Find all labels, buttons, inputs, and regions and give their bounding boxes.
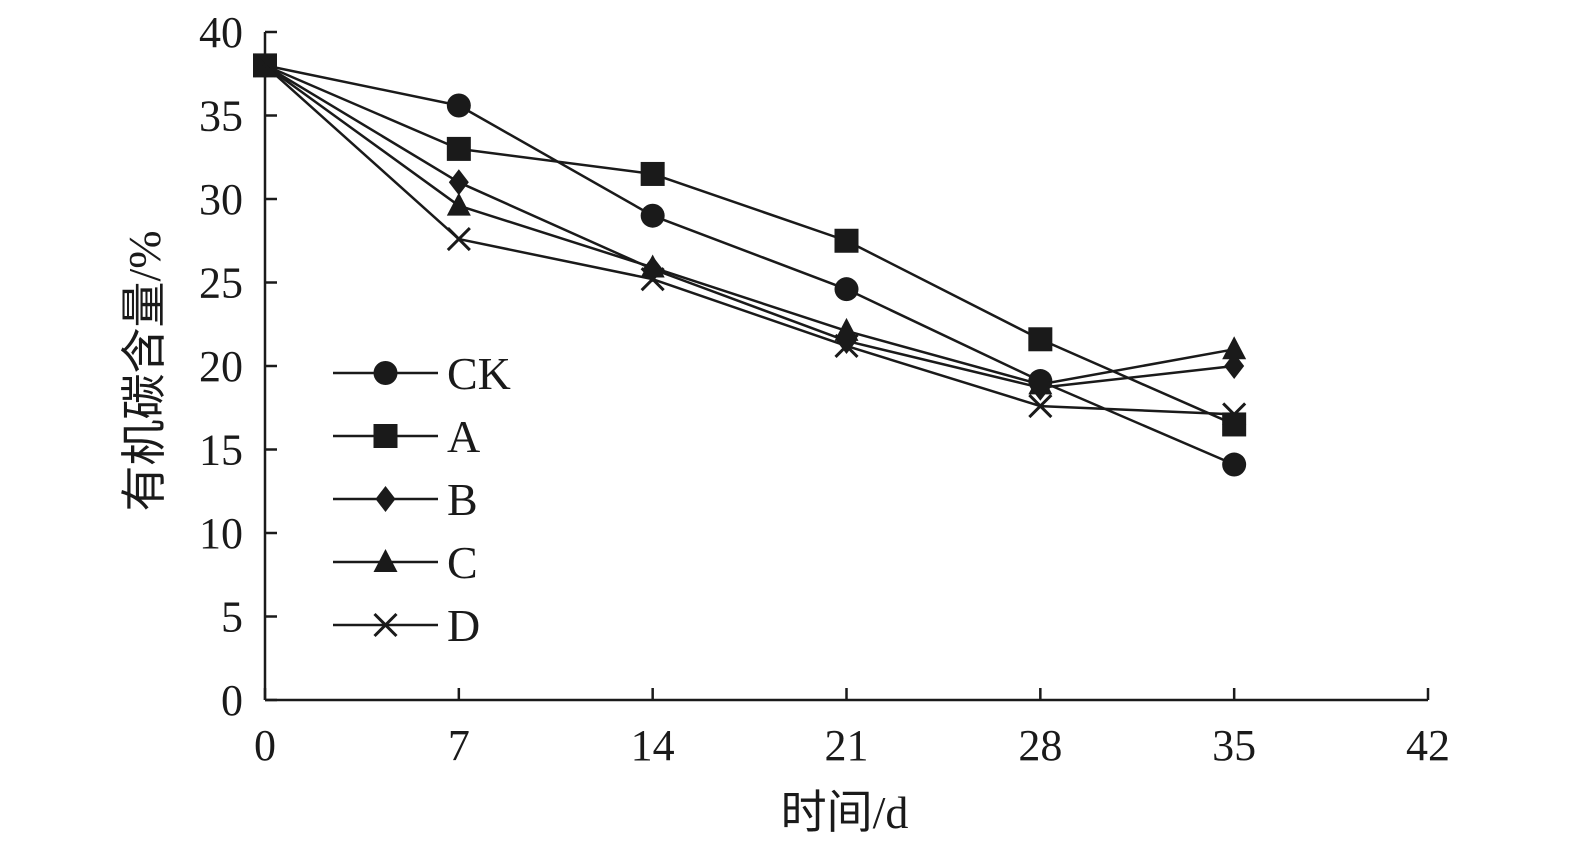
cross-stroke [834, 333, 859, 359]
cross-stroke [446, 227, 471, 252]
point-c [1028, 371, 1053, 395]
y-tick-label: 5 [221, 593, 243, 642]
point-a [640, 161, 665, 186]
series-line-a [264, 64, 1235, 426]
y-tick-label: 20 [199, 342, 243, 391]
y-tick-label: 30 [199, 175, 243, 224]
axes: 0 5 10 15 20 25 30 35 40 0 7 14 21 28 35 42 [199, 8, 1450, 770]
y-tick-label: 35 [199, 92, 243, 141]
x-tick-label: 7 [448, 721, 470, 770]
point-ck [834, 277, 859, 302]
legend-item-d: D [333, 600, 480, 651]
point-d [1222, 402, 1247, 427]
point-d [446, 227, 471, 252]
cross-stroke [373, 612, 398, 638]
series-b [255, 52, 1245, 401]
series-line-c [264, 64, 1235, 386]
series-line-ck [264, 64, 1235, 466]
cross-stroke [640, 267, 665, 292]
point-c [1222, 336, 1247, 360]
point-a [1028, 327, 1053, 352]
y-axis-title: 有机碳含量/% [119, 230, 170, 511]
series-line-d [264, 64, 1235, 416]
legend-item-c: C [333, 537, 478, 588]
point-d [1028, 394, 1053, 419]
point-a [446, 136, 471, 161]
point-c [446, 192, 471, 216]
legend-item-ck: CK [333, 348, 511, 399]
series-ck [253, 53, 1247, 477]
x-tick-label: 14 [631, 721, 675, 770]
series-line-b [264, 64, 1235, 389]
legend-label: CK [447, 348, 511, 399]
legend-label: C [447, 537, 478, 588]
cross-stroke [1028, 394, 1053, 419]
x-tick-label: 28 [1018, 721, 1062, 770]
point-b [1224, 353, 1245, 379]
legend-marker-d [373, 612, 398, 638]
y-tick-label: 25 [199, 259, 243, 308]
legend-marker-b [375, 486, 396, 512]
y-tick-label: 15 [199, 426, 243, 475]
point-ck [640, 203, 665, 228]
y-tick-label: 40 [199, 8, 243, 57]
y-tick-label: 10 [199, 509, 243, 558]
x-tick-label: 42 [1406, 721, 1450, 770]
series-d [252, 53, 1247, 427]
series-layer [252, 52, 1247, 477]
x-axis-title: 时间/d [781, 787, 909, 838]
point-ck [446, 93, 471, 118]
y-tick-label: 0 [221, 676, 243, 725]
cross-stroke [252, 53, 278, 78]
legend-marker-c [373, 549, 398, 572]
point-d [834, 333, 859, 359]
series-c [253, 52, 1247, 395]
legend-label: D [447, 600, 480, 651]
point-d [252, 53, 278, 78]
point-b [448, 169, 469, 196]
legend-label: B [447, 474, 478, 525]
legend-marker-a [373, 424, 398, 448]
legend-item-a: A [333, 411, 480, 462]
legend-label: A [447, 411, 480, 462]
cross-stroke [1222, 402, 1247, 427]
point-ck [1222, 452, 1247, 477]
series-a [253, 53, 1247, 437]
legend-item-b: B [333, 474, 478, 525]
legend-marker-ck [373, 361, 398, 385]
point-a [834, 228, 859, 253]
point-d [640, 267, 665, 292]
point-c [834, 317, 859, 341]
x-tick-label: 0 [254, 721, 276, 770]
x-tick-label: 35 [1212, 721, 1256, 770]
x-tick-label: 21 [825, 721, 869, 770]
